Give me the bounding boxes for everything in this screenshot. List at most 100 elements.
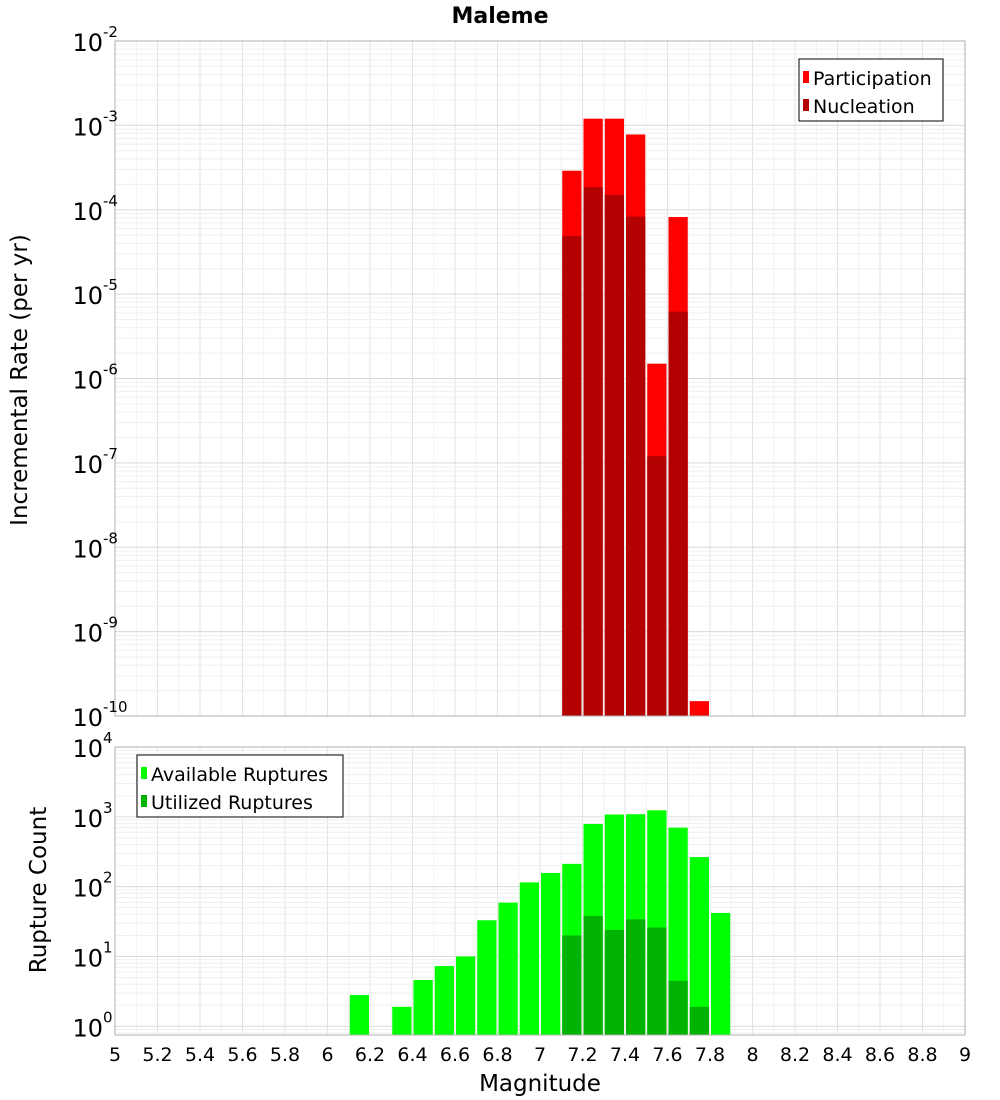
y-tick-exponent: 2: [103, 869, 113, 887]
bar-nucleation: [583, 187, 603, 716]
x-tick-label: 5.2: [142, 1044, 172, 1066]
legend-swatch: [141, 795, 147, 807]
bar-available-ruptures: [477, 920, 497, 1035]
bar-utilized-ruptures: [647, 927, 667, 1035]
bar-nucleation: [604, 194, 624, 716]
y-tick-base: 10: [72, 535, 103, 563]
y-tick-base: 10: [72, 735, 103, 763]
bottom-y-axis-label: Rupture Count: [26, 807, 52, 973]
y-tick-label: 10 -5: [72, 276, 118, 310]
plot-frame: [114, 746, 966, 1036]
plot-frame: [114, 40, 966, 717]
legend-swatch: [803, 99, 809, 111]
y-tick-exponent: 4: [103, 729, 113, 747]
x-axis-label: Magnitude: [479, 1071, 601, 1097]
y-tick-label: 10 4: [72, 729, 112, 763]
bar-available-ruptures: [413, 980, 433, 1035]
bar-available-ruptures: [456, 956, 476, 1035]
y-tick-exponent: -5: [103, 276, 118, 294]
y-tick-exponent: 1: [103, 938, 113, 956]
y-tick-base: 10: [72, 29, 103, 57]
y-tick-label: 10 0: [72, 1008, 112, 1042]
y-tick-label: 10 3: [72, 799, 112, 833]
y-tick-exponent: 0: [103, 1008, 113, 1026]
x-tick-label: 8.6: [865, 1044, 895, 1066]
y-tick-exponent: 3: [103, 799, 113, 817]
bar-available-ruptures: [541, 872, 561, 1035]
y-tick-label: 10 1: [72, 938, 112, 972]
bar-nucleation: [668, 311, 688, 716]
legend-box: [798, 58, 944, 122]
bar-available-ruptures: [349, 995, 369, 1035]
legend-label: Participation: [813, 68, 932, 90]
y-tick-label: 10 -6: [72, 361, 118, 395]
x-tick-label: 6.8: [482, 1044, 512, 1066]
y-tick-base: 10: [72, 704, 103, 732]
bar-utilized-ruptures: [626, 919, 646, 1035]
y-tick-base: 10: [72, 367, 103, 395]
x-tick-label: 5.8: [270, 1044, 300, 1066]
bar-nucleation: [562, 235, 582, 716]
y-tick-exponent: -2: [103, 23, 118, 41]
x-tick-label: 8.2: [780, 1044, 810, 1066]
y-tick-label: 10 2: [72, 869, 112, 903]
legend-label: Available Ruptures: [151, 764, 328, 786]
top-legend: Participation Nucleation: [798, 58, 944, 122]
y-tick-exponent: -4: [103, 192, 118, 210]
x-tick-label: 8.8: [907, 1044, 937, 1066]
bar-nucleation: [626, 216, 646, 716]
bottom-legend: Available Ruptures Utilized Ruptures: [136, 754, 344, 818]
y-tick-base: 10: [72, 620, 103, 648]
x-tick-label: 6.6: [440, 1044, 470, 1066]
bar-nucleation: [647, 456, 667, 716]
x-tick-label: 6: [321, 1044, 333, 1066]
top-chart-panel: 10-210-310-410-510-610-710-810-910-10: [72, 23, 966, 732]
bar-available-ruptures: [434, 966, 454, 1035]
bar-available-ruptures: [498, 902, 518, 1035]
x-tick-label: 7.6: [652, 1044, 682, 1066]
legend-label: Utilized Ruptures: [151, 792, 313, 814]
y-tick-base: 10: [72, 198, 103, 226]
x-tick-label: 7: [534, 1044, 546, 1066]
bar-available-ruptures: [711, 912, 731, 1035]
y-tick-label: 10 -7: [72, 445, 118, 479]
bar-utilized-ruptures: [562, 935, 582, 1035]
y-tick-label: 10 -8: [72, 529, 118, 563]
bar-available-ruptures: [392, 1006, 412, 1035]
y-tick-label: 10 -10: [72, 698, 127, 732]
y-tick-exponent: -7: [103, 445, 118, 463]
y-tick-base: 10: [72, 875, 103, 903]
y-tick-base: 10: [72, 944, 103, 972]
x-tick-label: 5: [109, 1044, 121, 1066]
bar-utilized-ruptures: [604, 929, 624, 1035]
legend-label: Nucleation: [813, 96, 915, 118]
x-tick-label: 8.4: [822, 1044, 852, 1066]
x-tick-label: 7.8: [695, 1044, 725, 1066]
x-tick-label: 5.4: [185, 1044, 215, 1066]
bar-utilized-ruptures: [689, 1006, 709, 1035]
legend-swatch: [803, 71, 809, 83]
chart-title: Maleme: [451, 4, 548, 29]
x-tick-label: 7.4: [610, 1044, 640, 1066]
y-tick-exponent: -3: [103, 107, 118, 125]
y-tick-base: 10: [72, 113, 103, 141]
y-tick-base: 10: [72, 805, 103, 833]
y-tick-exponent: -8: [103, 529, 118, 547]
bar-participation: [689, 701, 709, 716]
y-tick-base: 10: [72, 282, 103, 310]
bar-utilized-ruptures: [668, 980, 688, 1035]
y-tick-exponent: -6: [103, 361, 118, 379]
x-tick-label: 9: [959, 1044, 971, 1066]
top-y-axis-label: Incremental Rate (per yr): [7, 234, 33, 526]
bar-available-ruptures: [689, 857, 709, 1035]
x-tick-label: 6.2: [355, 1044, 385, 1066]
y-tick-label: 10 -4: [72, 192, 118, 226]
x-tick-label: 7.2: [567, 1044, 597, 1066]
y-tick-base: 10: [72, 1014, 103, 1042]
y-tick-label: 10 -3: [72, 107, 118, 141]
legend-swatch: [141, 767, 147, 779]
y-tick-exponent: -10: [103, 698, 128, 716]
x-tick-label: 8: [746, 1044, 758, 1066]
